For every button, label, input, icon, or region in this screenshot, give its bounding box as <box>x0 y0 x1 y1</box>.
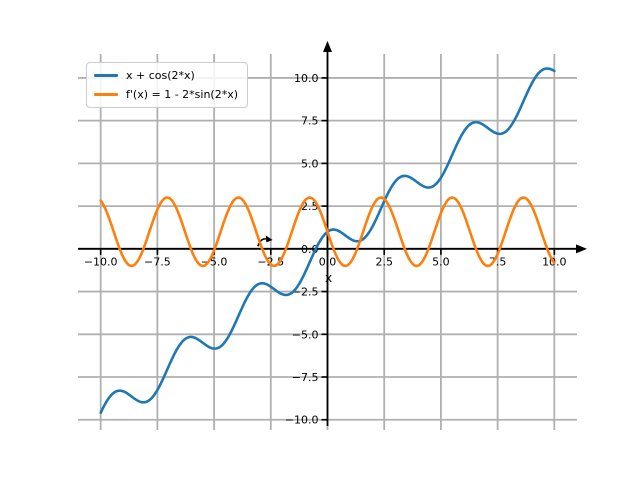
legend-line-sample-orange <box>94 93 118 96</box>
x-axis-label: x <box>325 271 332 285</box>
legend-label-orange: f'(x) = 1 - 2*sin(2*x) <box>126 88 239 101</box>
legend-label-blue: x + cos(2*x) <box>126 69 195 82</box>
x-tick-label: 5.0 <box>432 255 450 268</box>
x-tick-label: −10.0 <box>84 255 118 268</box>
curved-arrow-annotation <box>257 238 266 247</box>
y-tick-label: 10.0 <box>294 72 319 85</box>
x-tick-label: 7.5 <box>489 255 507 268</box>
legend: x + cos(2*x) f'(x) = 1 - 2*sin(2*x) <box>86 62 249 108</box>
legend-entry-orange: f'(x) = 1 - 2*sin(2*x) <box>94 87 238 102</box>
y-tick-label: −10.0 <box>285 414 319 427</box>
y-tick-label: −2.5 <box>292 286 319 299</box>
x-axis-arrow-icon <box>576 244 587 254</box>
series-line-1 <box>99 196 556 268</box>
legend-line-sample-blue <box>94 74 118 77</box>
x-tick-label: −7.5 <box>144 255 171 268</box>
x-tick-label: 2.5 <box>375 255 393 268</box>
legend-entry-blue: x + cos(2*x) <box>94 68 238 83</box>
x-tick-label: −5.0 <box>201 255 228 268</box>
y-tick-label: −5.0 <box>292 328 319 341</box>
y-axis-arrow-icon <box>323 41 332 52</box>
curved-arrow-head-icon <box>265 235 273 243</box>
y-tick-label: 7.5 <box>301 115 319 128</box>
y-tick-label: 2.5 <box>301 200 319 213</box>
x-tick-label: 0.0 <box>319 255 337 268</box>
y-tick-label: −7.5 <box>292 371 319 384</box>
y-tick-label: 5.0 <box>301 157 319 170</box>
